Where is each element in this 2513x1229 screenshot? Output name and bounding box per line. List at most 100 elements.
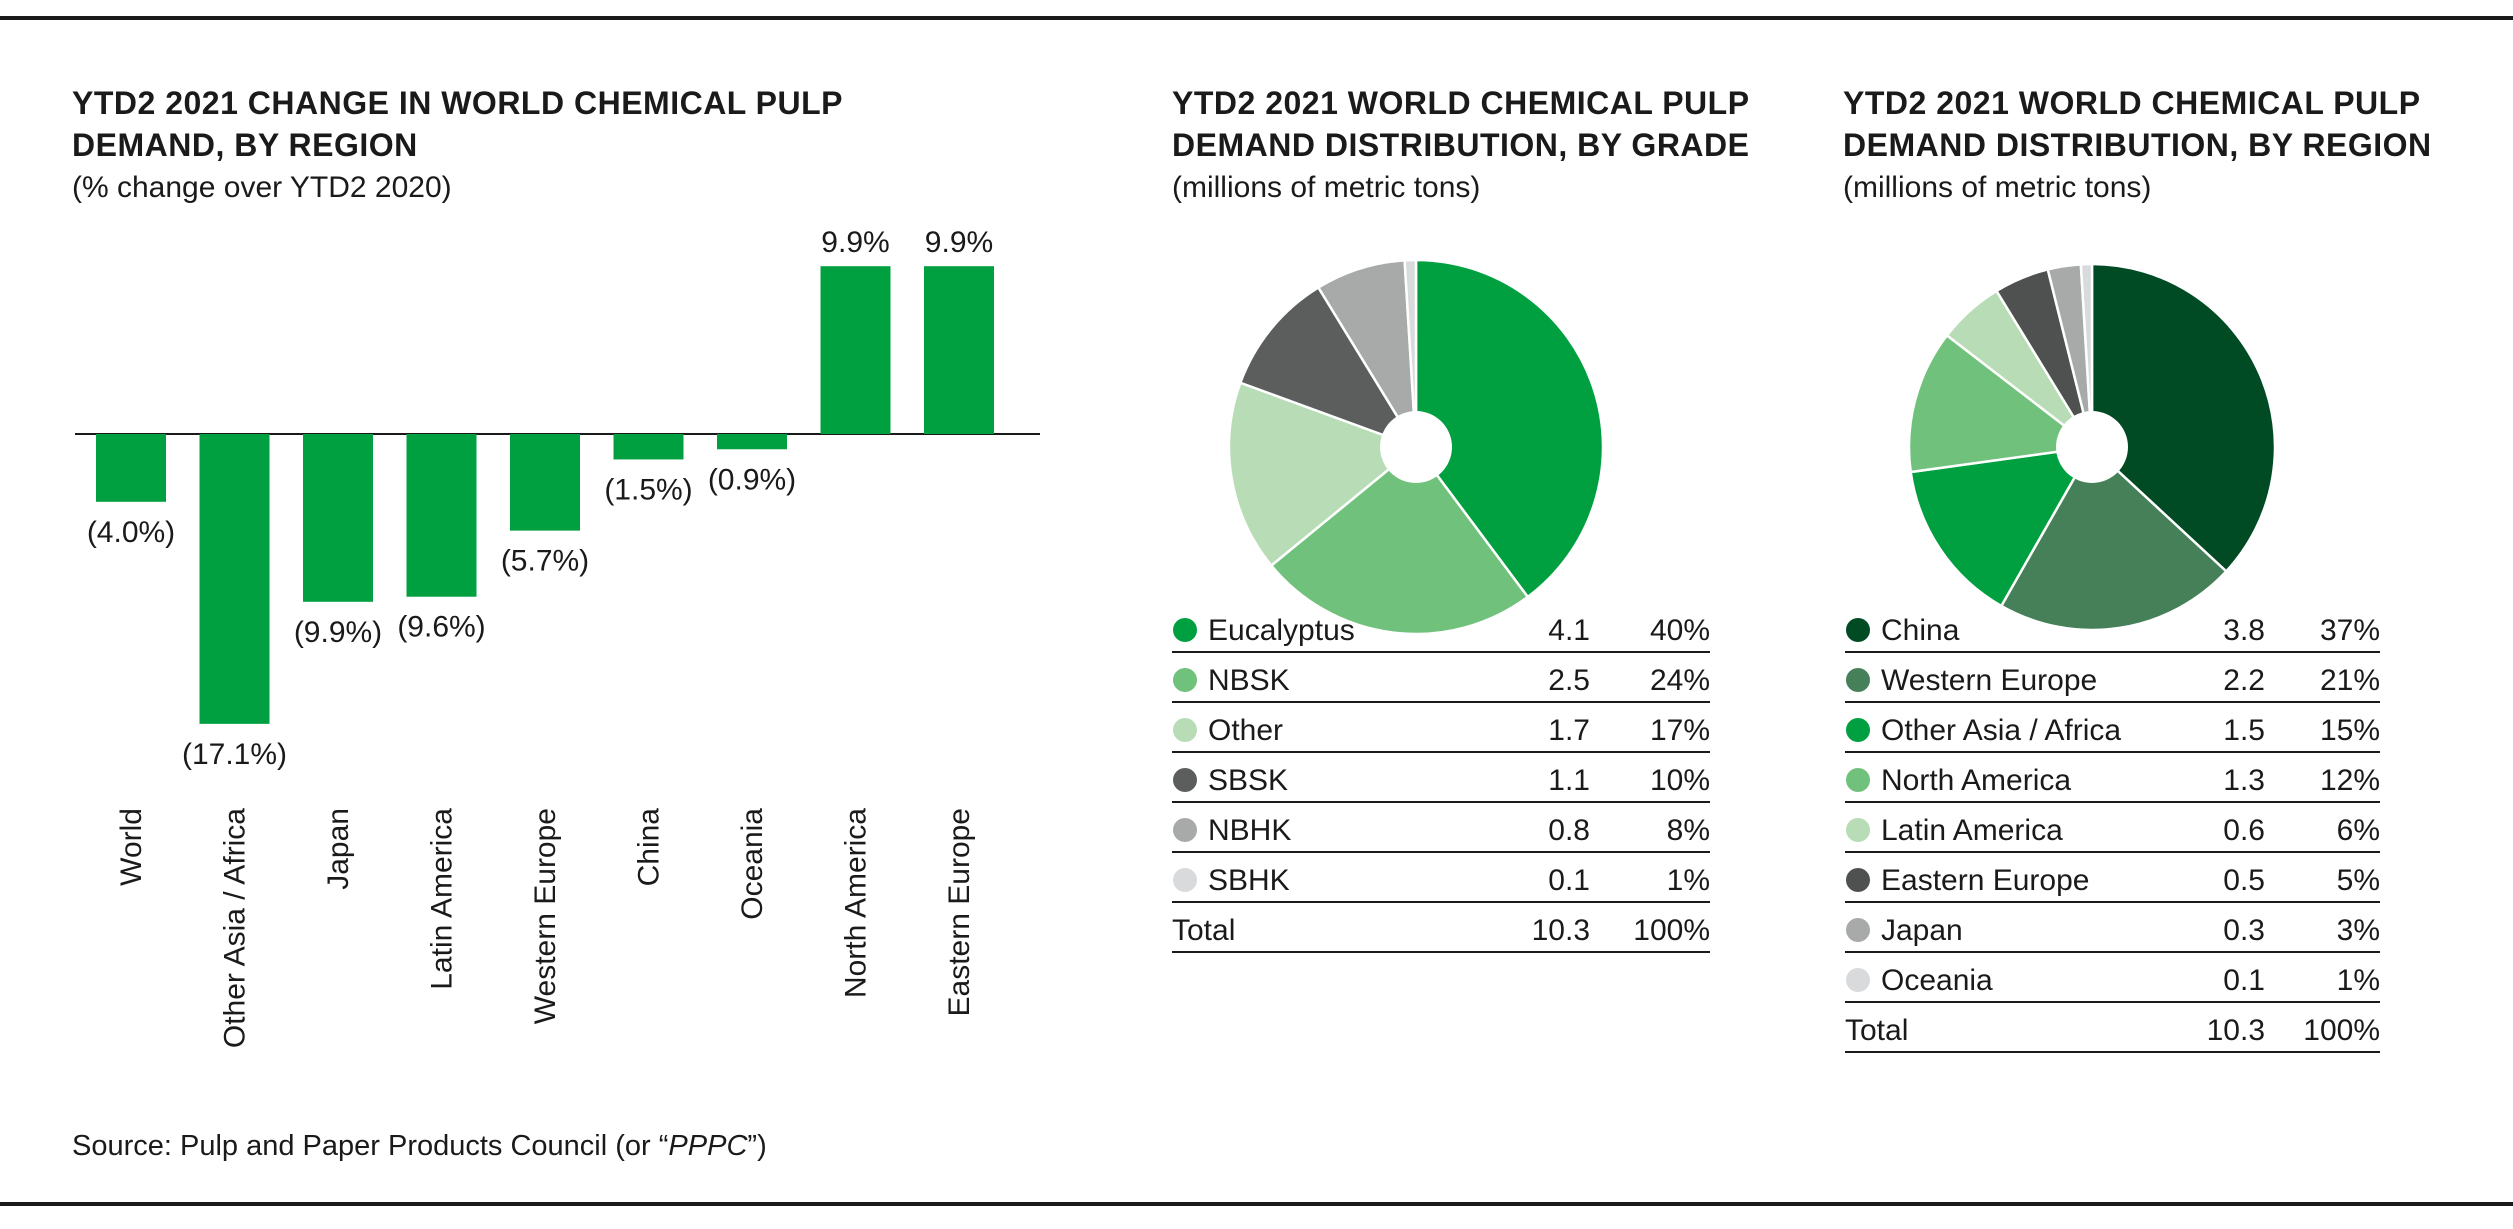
bar-chart-subtitle-text: (% change over YTD2 2020) — [72, 171, 452, 204]
donut-hole — [1380, 411, 1452, 483]
bar-chart: (4.0%) World (17.1%) Other Asia / Africa (9.… — [75, 226, 1040, 1048]
bar-chart-title-line-1: YTD2 2021 CHANGE IN WORLD CHEMICAL PULP — [72, 85, 843, 121]
bar-chart-subtitle: (% change over YTD2 2020) — [72, 170, 452, 206]
source-prefix: Source: Pulp and Paper Products Council … — [72, 1130, 669, 1162]
legend-percent: 6% — [2337, 814, 2380, 847]
legend-value: 2.2 — [2223, 664, 2265, 697]
bar-data-label: 9.9% — [925, 226, 993, 259]
category-label: Latin America — [426, 808, 459, 990]
legend-value: 3.8 — [2223, 614, 2265, 647]
legend-swatch — [1173, 668, 1197, 692]
bar-data-label: (9.6%) — [397, 611, 485, 644]
legend-label: SBHK — [1208, 864, 1290, 897]
source-abbr: PPPC — [668, 1130, 748, 1162]
legend-value: 0.6 — [2223, 814, 2265, 847]
bar-chart-title-line-2: DEMAND, BY REGION — [72, 127, 418, 163]
legend-value: 0.1 — [1548, 864, 1590, 897]
region-chart-title: YTD2 2021 WORLD CHEMICAL PULP DEMAND DIS… — [1843, 82, 2432, 166]
slice-nbsk — [1269, 445, 1530, 636]
legend-value: 1.5 — [2223, 714, 2265, 747]
legend-swatch — [1846, 618, 1870, 642]
bar-data-label: (0.9%) — [708, 463, 796, 496]
bar-world — [96, 434, 166, 502]
legend-value: 4.1 — [1548, 614, 1590, 647]
grade-chart-subtitle-text: (millions of metric tons) — [1172, 171, 1481, 204]
legend-label: Eastern Europe — [1881, 864, 2089, 897]
legend-label: Japan — [1881, 914, 1963, 947]
legend-percent: 12% — [2320, 764, 2380, 797]
total-percent: 100% — [1633, 914, 1710, 947]
bar-other-asia-africa — [199, 434, 270, 724]
bar-oceania — [717, 434, 787, 450]
legend-percent: 40% — [1650, 614, 1710, 647]
legend-swatch — [1846, 668, 1870, 692]
category-label: Japan — [322, 808, 355, 890]
legend-swatch — [1846, 868, 1870, 892]
bar-data-label: (1.5%) — [604, 473, 692, 506]
legend-percent: 1% — [2337, 964, 2380, 997]
legend-value: 0.5 — [2223, 864, 2265, 897]
legend-percent: 8% — [1667, 814, 1710, 847]
legend-swatch — [1846, 968, 1870, 992]
legend-percent: 17% — [1650, 714, 1710, 747]
bar-japan — [303, 434, 373, 602]
category-label: World — [115, 808, 148, 886]
grade-pie-chart: Eucalyptus 4.1 40% NBSK 2.5 24% Other 1.7 17% SBS… — [1172, 258, 1710, 953]
source-note: Source: Pulp and Paper Products Council … — [72, 1130, 767, 1163]
region-chart-subtitle-text: (millions of metric tons) — [1843, 171, 2152, 204]
slice-sbsk — [1238, 285, 1419, 450]
legend-value: 0.1 — [2223, 964, 2265, 997]
legend-swatch — [1173, 768, 1197, 792]
legend-swatch — [1173, 818, 1197, 842]
category-label: Other Asia / Africa — [219, 808, 252, 1048]
legend-percent: 37% — [2320, 614, 2380, 647]
slice-north-america — [1907, 333, 2096, 474]
bar-data-label: 9.9% — [821, 226, 889, 259]
slice-other — [1227, 381, 1419, 568]
bar-data-label: (5.7%) — [501, 545, 589, 578]
grade-chart-title-line-2: DEMAND DISTRIBUTION, BY GRADE — [1172, 127, 1750, 163]
total-label: Total — [1172, 914, 1235, 947]
legend-label: Other Asia / Africa — [1881, 714, 2121, 747]
slice-sbhk — [1403, 258, 1418, 448]
bottom-rule — [0, 1202, 2513, 1206]
region-chart-title-line-2: DEMAND DISTRIBUTION, BY REGION — [1843, 127, 2432, 163]
bar-data-label: (17.1%) — [182, 738, 287, 771]
bar-data-label: (4.0%) — [87, 516, 175, 549]
legend-value: 1.3 — [2223, 764, 2265, 797]
region-chart-subtitle: (millions of metric tons) — [1843, 170, 2151, 206]
legend-value: 0.8 — [1548, 814, 1590, 847]
slice-oceania — [2079, 262, 2094, 448]
legend-value: 0.3 — [2223, 914, 2265, 947]
slice-eucalyptus — [1414, 258, 1605, 599]
donut-hole — [2056, 411, 2128, 483]
source-suffix: ”) — [747, 1130, 767, 1162]
grade-chart-subtitle: (millions of metric tons) — [1172, 170, 1480, 206]
bar-latin-america — [406, 434, 477, 597]
legend-percent: 15% — [2320, 714, 2380, 747]
bar-north-america — [820, 266, 891, 434]
legend-percent: 10% — [1650, 764, 1710, 797]
legend-swatch — [1846, 718, 1870, 742]
slice-other-asia-africa — [1909, 445, 2095, 608]
bar-data-label: (9.9%) — [294, 616, 382, 649]
legend-label: Oceania — [1881, 964, 1993, 997]
bar-chart-title: YTD2 2021 CHANGE IN WORLD CHEMICAL PULP … — [72, 82, 843, 166]
legend-label: Eucalyptus — [1208, 614, 1355, 647]
legend-swatch — [1173, 868, 1197, 892]
legend-swatch — [1173, 718, 1197, 742]
legend-value: 1.1 — [1548, 764, 1590, 797]
region-pie-chart: China 3.8 37% Western Europe 2.2 21% Other Asi… — [1845, 262, 2380, 1053]
category-label: North America — [840, 808, 873, 998]
legend-value: 2.5 — [1548, 664, 1590, 697]
total-value: 10.3 — [1532, 914, 1590, 947]
legend-value: 1.7 — [1548, 714, 1590, 747]
top-rule — [0, 16, 2513, 20]
legend-swatch — [1173, 618, 1197, 642]
bar-china — [613, 434, 684, 460]
legend-label: SBSK — [1208, 764, 1288, 797]
legend-label: Other — [1208, 714, 1283, 747]
total-percent: 100% — [2303, 1014, 2380, 1047]
grade-chart-title: YTD2 2021 WORLD CHEMICAL PULP DEMAND DIS… — [1172, 82, 1750, 166]
legend-label: NBSK — [1208, 664, 1290, 697]
